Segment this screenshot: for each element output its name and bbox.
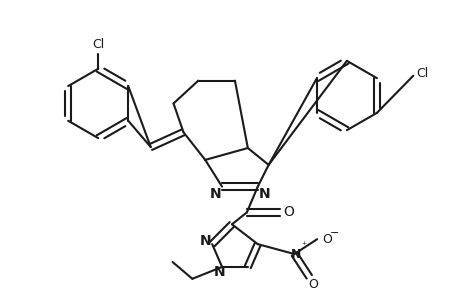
Text: −: −	[330, 228, 339, 238]
Text: O: O	[308, 278, 318, 291]
Text: Cl: Cl	[92, 38, 104, 51]
Text: ⁺: ⁺	[301, 241, 306, 251]
Text: N: N	[213, 265, 224, 279]
Text: N: N	[199, 234, 211, 248]
Text: N: N	[291, 248, 301, 260]
Text: Cl: Cl	[415, 67, 428, 80]
Text: N: N	[258, 187, 270, 201]
Text: N: N	[209, 187, 220, 201]
Text: O: O	[321, 233, 331, 246]
Text: O: O	[282, 206, 293, 219]
